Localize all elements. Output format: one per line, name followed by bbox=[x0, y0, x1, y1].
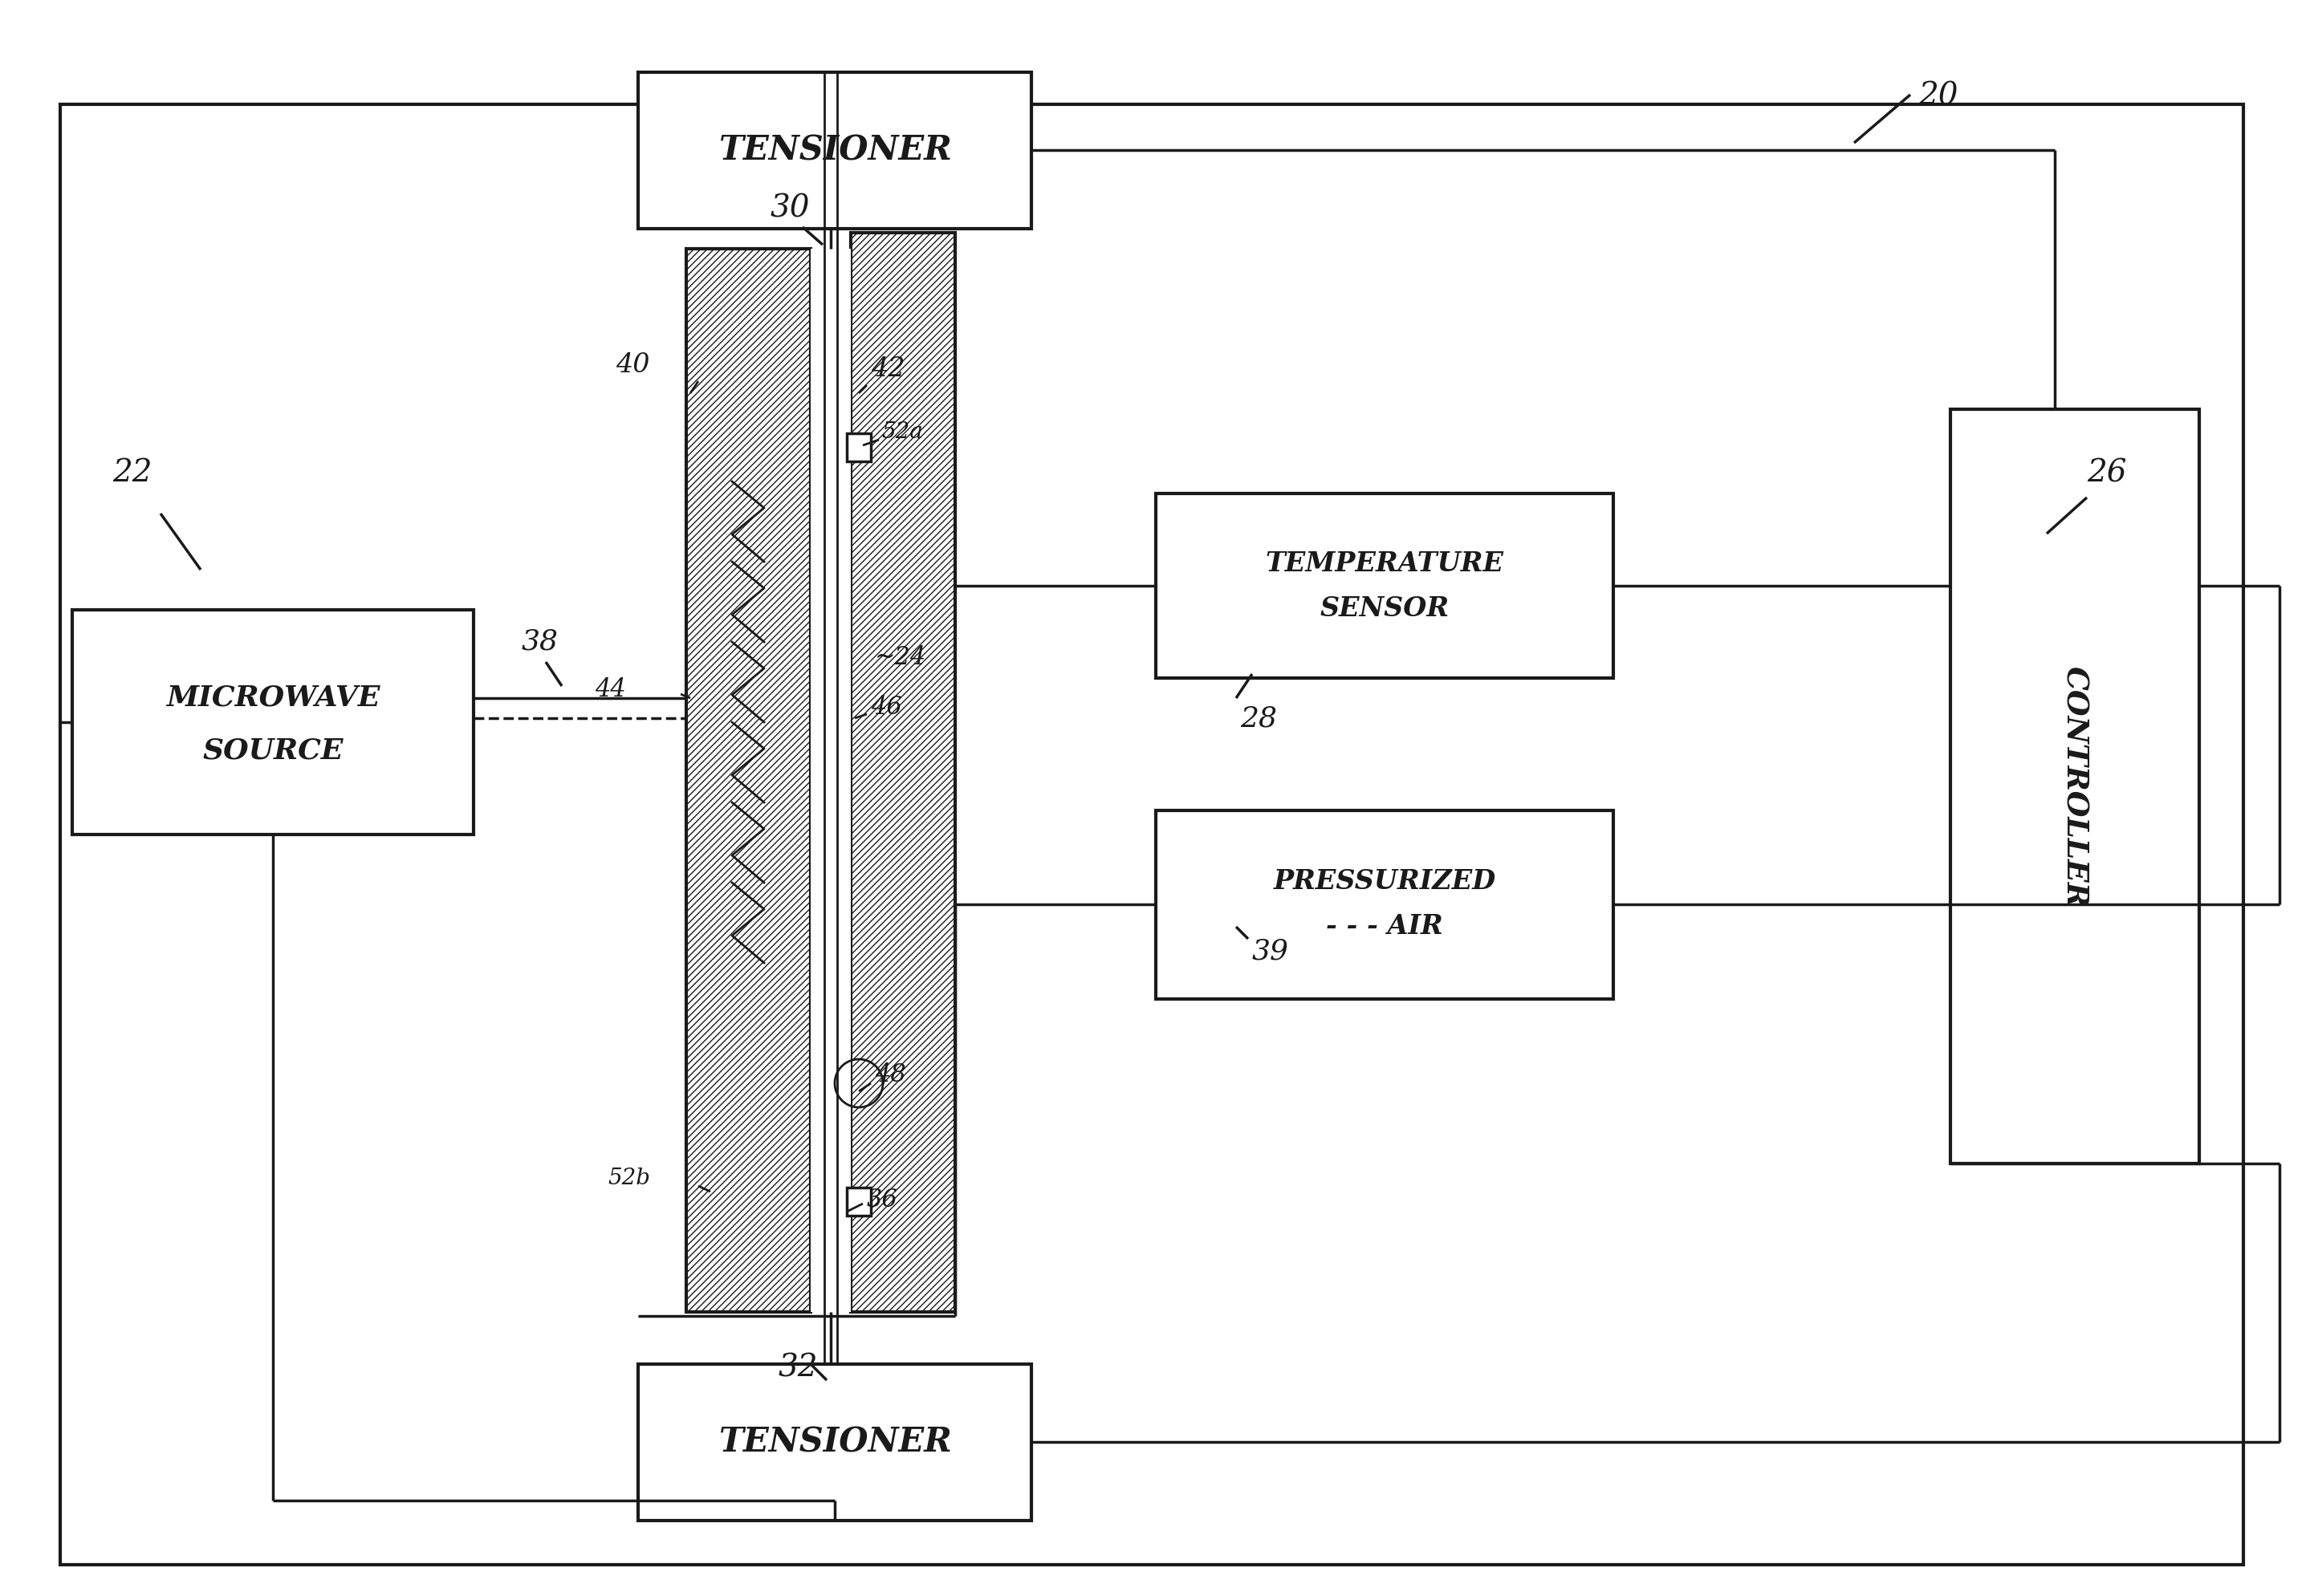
Text: TEMPERATURE: TEMPERATURE bbox=[1266, 551, 1504, 576]
Bar bbox=[848, 433, 871, 461]
Bar bbox=[72, 610, 474, 835]
Text: 42: 42 bbox=[871, 356, 906, 381]
Text: 28: 28 bbox=[1240, 704, 1277, 733]
Text: 52b: 52b bbox=[608, 1167, 649, 1189]
Text: 22: 22 bbox=[113, 458, 152, 488]
Text: 38: 38 bbox=[522, 629, 559, 656]
Bar bbox=[850, 233, 954, 1312]
Text: - - - AIR: - - - AIR bbox=[1326, 913, 1444, 940]
Text: 48: 48 bbox=[875, 1063, 906, 1087]
Text: CONTROLLER: CONTROLLER bbox=[2061, 666, 2091, 907]
Text: 46: 46 bbox=[871, 696, 901, 720]
Text: 40: 40 bbox=[617, 353, 649, 378]
Bar bbox=[638, 1365, 1030, 1521]
Text: 52a: 52a bbox=[882, 421, 922, 442]
Bar bbox=[1155, 811, 1612, 999]
Text: PRESSURIZED: PRESSURIZED bbox=[1273, 868, 1497, 895]
Text: TENSIONER: TENSIONER bbox=[718, 132, 952, 168]
Bar bbox=[811, 249, 850, 1312]
Text: 44: 44 bbox=[596, 678, 626, 702]
Text: SENSOR: SENSOR bbox=[1319, 595, 1448, 621]
Bar bbox=[686, 249, 811, 1312]
Bar bbox=[848, 1187, 871, 1216]
Text: 39: 39 bbox=[1252, 937, 1289, 964]
Text: TENSIONER: TENSIONER bbox=[718, 1425, 952, 1459]
Bar bbox=[1155, 493, 1612, 678]
Text: MICROWAVE: MICROWAVE bbox=[166, 685, 379, 712]
Text: 32: 32 bbox=[778, 1353, 818, 1384]
Bar bbox=[686, 249, 811, 1312]
Text: SOURCE: SOURCE bbox=[203, 737, 344, 764]
Text: 36: 36 bbox=[866, 1187, 899, 1211]
Text: ~24: ~24 bbox=[875, 645, 926, 670]
Bar bbox=[1950, 409, 2199, 1163]
Bar bbox=[638, 72, 1030, 228]
Text: 30: 30 bbox=[772, 193, 811, 223]
Text: 20: 20 bbox=[1917, 81, 1959, 112]
Text: 26: 26 bbox=[2086, 458, 2128, 488]
Bar bbox=[850, 233, 954, 1312]
